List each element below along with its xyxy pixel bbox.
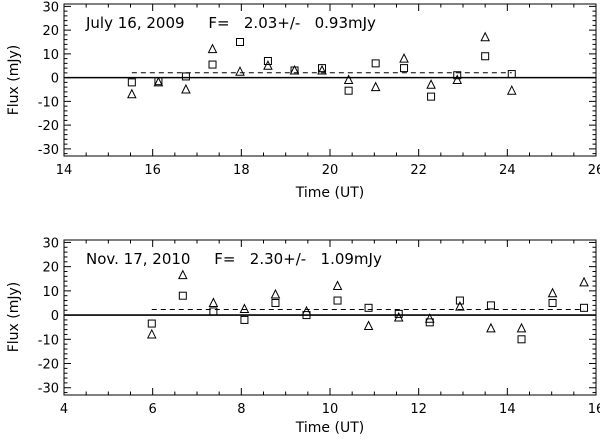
y-tick-label: -30 <box>38 143 59 158</box>
triangle-point <box>506 85 517 95</box>
x-tick-label: 14 <box>499 402 516 417</box>
triangle-point <box>235 66 245 76</box>
square-point <box>181 72 190 81</box>
triangle-point <box>452 74 463 84</box>
triangle-point <box>343 74 354 84</box>
triangle-point <box>301 305 312 316</box>
triangle-point <box>579 276 589 287</box>
triangle-point <box>332 280 343 291</box>
panel-nov-2010: Nov. 17, 2010 F= 2.30+/- 1.09mJy Time (U… <box>6 236 600 436</box>
square-point <box>371 59 380 68</box>
y-tick-label: 20 <box>42 261 59 276</box>
triangle-point <box>455 300 465 311</box>
square-point <box>209 307 218 316</box>
x-tick-label: 18 <box>233 163 250 178</box>
square-point <box>208 60 217 69</box>
square-point <box>344 86 353 95</box>
triangle-point <box>207 43 218 54</box>
square-point <box>178 291 187 300</box>
square-point <box>453 71 462 80</box>
x-tick-label: 8 <box>237 402 245 417</box>
x-axis-label: Time (UT) <box>295 185 364 201</box>
triangle-point <box>153 76 164 87</box>
x-tick-label: 6 <box>149 402 157 417</box>
triangle-point <box>239 303 250 314</box>
triangle-point <box>393 311 404 322</box>
x-tick-label: 20 <box>322 163 339 178</box>
triangle-point <box>208 297 219 307</box>
square-point <box>400 64 409 73</box>
square-point <box>271 298 280 307</box>
square-point <box>548 298 557 307</box>
triangle-point <box>181 83 191 94</box>
triangle-point <box>486 322 496 333</box>
square-point <box>364 303 373 312</box>
square-point <box>127 78 136 87</box>
y-tick-label: -30 <box>38 382 59 397</box>
x-axis-label: Time (UT) <box>295 420 364 436</box>
square-point <box>318 64 327 73</box>
axis-ticks: 4 6 8 10 12 14 16 -30 -20 -10 0 10 20 30 <box>38 236 600 417</box>
y-tick-label: 20 <box>42 24 59 39</box>
triangle-point <box>480 31 490 42</box>
square-point <box>507 70 516 79</box>
square-point <box>236 38 245 46</box>
triangle-point <box>178 269 188 280</box>
triangle-point <box>317 64 327 75</box>
x-tick-label: 16 <box>144 163 161 178</box>
square-point <box>263 57 272 65</box>
square-point <box>240 315 249 324</box>
square-point <box>394 309 403 318</box>
y-tick-label: 10 <box>42 48 59 63</box>
square-point <box>486 301 495 310</box>
y-tick-label: 30 <box>42 236 59 251</box>
triangle-point <box>370 81 381 92</box>
square-point <box>147 319 156 328</box>
triangle-point <box>426 79 436 89</box>
y-tick-label: 0 <box>51 72 59 87</box>
data-marks <box>64 269 596 344</box>
square-point <box>517 335 526 344</box>
triangle-point <box>363 320 374 330</box>
triangle-point <box>263 60 273 70</box>
triangle-point <box>547 287 558 298</box>
triangle-point <box>516 322 527 333</box>
panel-annotation: July 16, 2009 F= 2.03+/- 0.93mJy <box>85 14 376 32</box>
x-tick-label: 4 <box>60 402 68 417</box>
panel-annotation: Nov. 17, 2010 F= 2.30+/- 1.09mJy <box>86 250 382 268</box>
triangle-point <box>399 53 409 63</box>
y-tick-label: 30 <box>42 0 59 15</box>
y-tick-label: 10 <box>42 285 59 300</box>
x-tick-label: 12 <box>410 402 427 417</box>
triangle-point <box>146 328 157 339</box>
square-point <box>427 92 436 101</box>
panel-july-2009: July 16, 2009 F= 2.03+/- 0.93mJy Time (U… <box>6 0 600 201</box>
triangle-point <box>270 288 281 299</box>
triangle-point <box>289 64 300 75</box>
triangle-point <box>127 88 137 99</box>
square-point <box>333 296 342 305</box>
square-point <box>481 52 490 61</box>
y-axis-label: Flux (mJy) <box>6 282 22 353</box>
y-tick-label: -20 <box>38 358 59 373</box>
square-point <box>455 296 464 305</box>
y-axis-label: Flux (mJy) <box>6 45 22 116</box>
x-tick-label: 14 <box>56 163 73 178</box>
x-tick-label: 22 <box>410 163 427 178</box>
y-tick-label: -20 <box>38 119 59 134</box>
x-tick-label: 24 <box>499 163 516 178</box>
triangle-point <box>424 313 435 323</box>
y-tick-label: -10 <box>38 95 59 110</box>
x-tick-label: 26 <box>588 163 600 178</box>
y-tick-label: 0 <box>51 309 59 324</box>
data-marks <box>64 31 596 101</box>
y-tick-label: -10 <box>38 333 59 348</box>
axis-ticks: 14 16 18 20 22 24 26 -30 -20 -10 0 10 20 30 <box>38 0 600 178</box>
square-point <box>580 303 589 312</box>
x-tick-label: 10 <box>322 402 339 417</box>
x-tick-label: 16 <box>588 402 600 417</box>
